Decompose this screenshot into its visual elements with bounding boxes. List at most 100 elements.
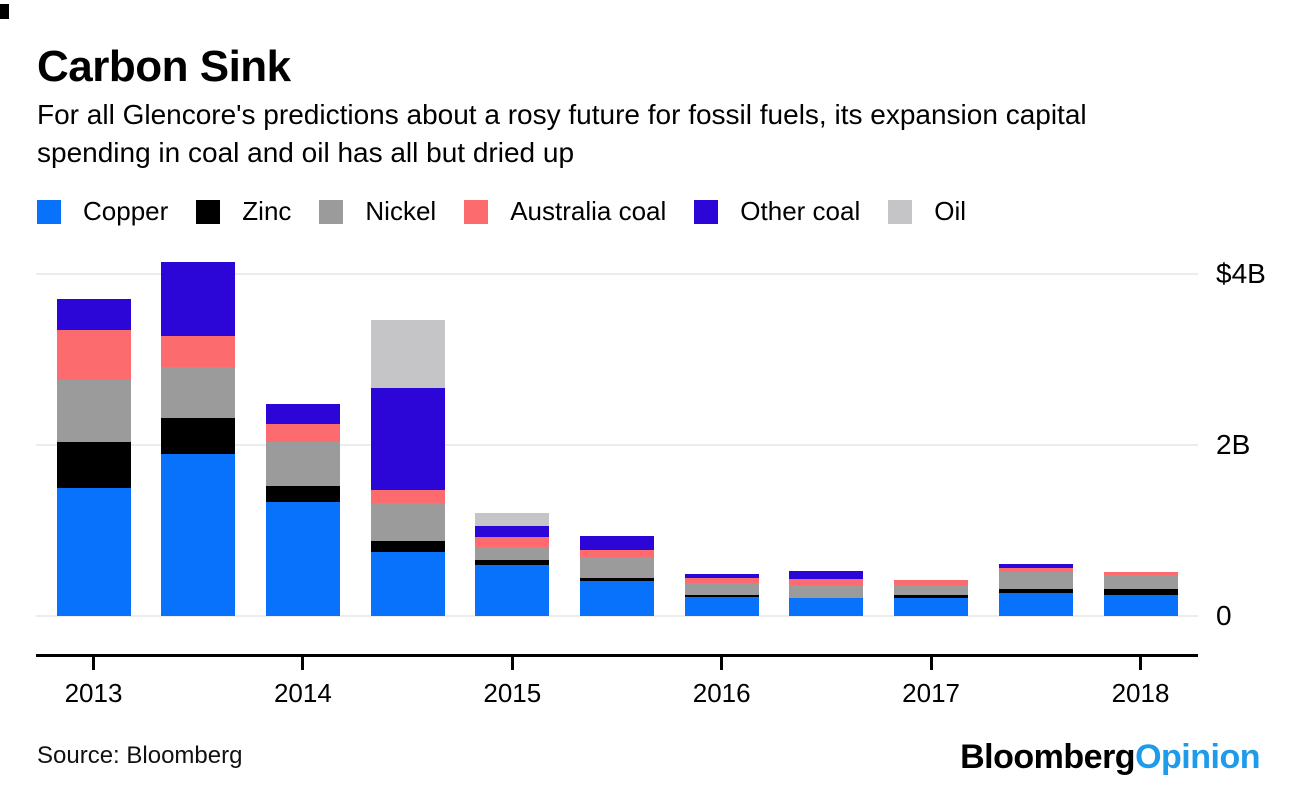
x-tick-label: 2016 <box>692 678 751 708</box>
bar-segment-nickel <box>894 585 969 596</box>
bar-segment-zinc <box>370 540 445 552</box>
bar-segment-australia-coal <box>998 568 1073 573</box>
legend-swatch-zinc <box>196 199 221 224</box>
bar-segment-other-coal <box>265 403 340 425</box>
y-tick-label: 0 <box>1216 600 1232 631</box>
bar-segment-copper <box>684 597 759 616</box>
bar-segment-australia-coal <box>161 336 236 368</box>
y-tick-label: $4B <box>1216 258 1266 289</box>
bloomberg-opinion-logo: BloombergOpinion <box>960 738 1260 777</box>
bar-segment-nickel <box>265 442 340 487</box>
x-axis-tick <box>510 654 514 670</box>
legend-label: Oil <box>934 196 967 226</box>
x-axis-tick <box>301 654 305 670</box>
bar-segment-copper <box>894 598 969 616</box>
bar-segment-zinc <box>998 588 1073 593</box>
bar-segment-zinc <box>684 594 759 598</box>
chart-title: Carbon Sink <box>37 42 291 91</box>
legend-item: Other coal <box>694 196 860 227</box>
bar-segment-copper <box>56 487 131 616</box>
legend-swatch-oil <box>888 199 913 224</box>
bar-segment-zinc <box>580 578 654 581</box>
x-tick-label: 2018 <box>1111 678 1170 708</box>
bar-segment-australia-coal <box>1103 571 1178 575</box>
x-axis-tick <box>1139 654 1142 670</box>
y-tick-label: 2B <box>1216 429 1251 460</box>
bar-segment-nickel <box>684 582 759 595</box>
bar-segment-copper <box>998 592 1073 616</box>
legend-item: Zinc <box>196 196 291 227</box>
legend-label: Nickel <box>365 196 437 226</box>
bar-segment-australia-coal <box>265 424 340 443</box>
bar-segment-nickel <box>56 380 131 442</box>
bar-segment-australia-coal <box>370 490 445 504</box>
bar-segment-nickel <box>475 546 550 561</box>
bar-segment-other-coal <box>789 570 864 580</box>
bar-segment-copper <box>370 551 445 616</box>
legend: Copper Zinc Nickel Australia coal Other coal… <box>37 196 966 227</box>
bar-segment-zinc <box>894 595 969 599</box>
bar-segment-copper <box>789 598 864 616</box>
bar-segment-nickel <box>998 572 1073 589</box>
legend-swatch-australia-coal <box>464 199 489 224</box>
gridline <box>36 444 1198 446</box>
bar-segment-other-coal <box>580 535 654 551</box>
x-axis-line <box>36 654 1198 657</box>
bar-segment-nickel <box>789 585 864 599</box>
legend-item: Nickel <box>319 196 436 227</box>
source-note: Source: Bloomberg <box>37 742 243 769</box>
x-tick-label: 2013 <box>64 678 123 708</box>
legend-label: Australia coal <box>510 196 667 226</box>
bar-segment-zinc <box>56 441 131 488</box>
bar-segment-other-coal <box>56 298 131 330</box>
bar-segment-oil <box>370 320 445 388</box>
bar-segment-other-coal <box>370 387 445 491</box>
x-axis-tick <box>929 654 933 670</box>
legend-item: Oil <box>888 196 966 227</box>
x-tick-label: 2015 <box>483 678 542 708</box>
chart-subtitle: For all Glencore's predictions about a r… <box>37 99 1087 168</box>
legend-item: Australia coal <box>464 196 666 227</box>
bar-segment-copper <box>1103 595 1178 616</box>
legend-swatch-other-coal <box>694 199 719 224</box>
bar-segment-oil <box>475 513 550 527</box>
legend-label: Copper <box>83 196 169 226</box>
legend-label: Other coal <box>740 196 861 226</box>
bar-segment-australia-coal <box>580 550 654 557</box>
x-tick-label: 2017 <box>902 678 961 708</box>
bar-segment-australia-coal <box>684 577 759 583</box>
legend-label: Zinc <box>242 196 292 226</box>
bar-segment-copper <box>475 564 550 616</box>
gridline <box>36 615 1198 617</box>
bar-segment-australia-coal <box>475 537 550 547</box>
bar-segment-nickel <box>161 367 236 419</box>
bar-segment-zinc <box>265 486 340 503</box>
legend-item: Copper <box>37 196 168 227</box>
gridline <box>36 273 1198 275</box>
bar-segment-copper <box>265 502 340 616</box>
logo-bloomberg-text: Bloomberg <box>960 738 1136 776</box>
legend-swatch-copper <box>37 199 61 224</box>
bar-segment-australia-coal <box>789 579 864 586</box>
bar-segment-australia-coal <box>56 329 131 380</box>
bar-segment-other-coal <box>684 574 759 578</box>
bar-segment-zinc <box>1103 589 1178 596</box>
bar-segment-other-coal <box>998 563 1073 569</box>
x-axis-tick <box>92 654 95 670</box>
bar-segment-nickel <box>370 503 445 541</box>
legend-swatch-nickel <box>319 199 344 224</box>
bar-segment-zinc <box>475 560 550 565</box>
x-tick-label: 2014 <box>273 678 332 708</box>
bar-segment-other-coal <box>161 262 236 337</box>
bar-segment-nickel <box>1103 574 1178 590</box>
bar-segment-other-coal <box>475 526 550 538</box>
bar-segment-copper <box>580 580 654 616</box>
bar-segment-australia-coal <box>894 580 969 586</box>
bar-segment-copper <box>161 453 236 616</box>
x-axis-tick <box>720 654 724 670</box>
logo-opinion-text: Opinion <box>1135 738 1260 776</box>
brand-flag-mark <box>0 4 9 19</box>
bar-segment-nickel <box>580 557 654 579</box>
bar-segment-zinc <box>161 418 236 454</box>
